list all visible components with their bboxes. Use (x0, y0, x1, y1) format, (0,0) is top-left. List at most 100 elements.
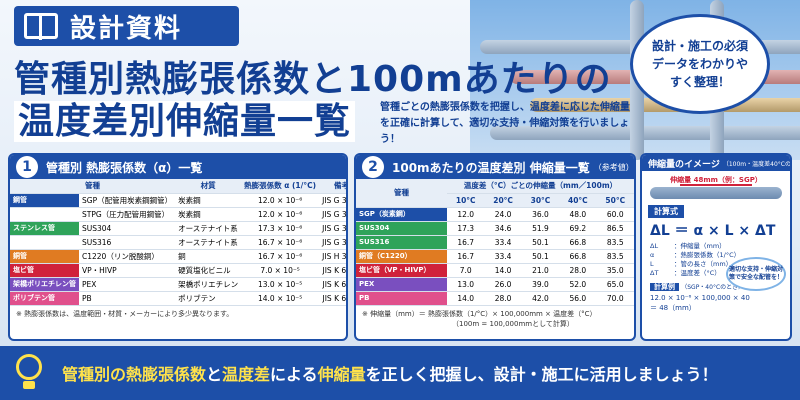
standard-note: JIS K 6741 (319, 263, 346, 278)
pipe-category: ステンレス管 (10, 221, 79, 236)
legend-value: ：管の長さ（mm） (674, 260, 733, 268)
lightbulb-icon (14, 354, 44, 392)
expansion-table-note: ※ 伸縮量（mm）＝ 熱膨張係数（1/°C）× 100,000mm × 温度差（… (356, 306, 634, 332)
footer-message: 管種別の熱膨張係数と温度差による伸縮量を正しく把握し、設計・施工に活用しましょう… (62, 361, 718, 385)
expansion-value: 83.5 (596, 235, 634, 250)
alpha-value: 13.0 × 10⁻⁵ (241, 277, 320, 292)
col-temp: 40°C (559, 193, 597, 208)
legend-item: ΔT ：温度差（°C） (650, 269, 790, 278)
alpha-value: 12.0 × 10⁻⁶ (241, 207, 320, 222)
legend-key: L (650, 260, 654, 268)
pipe-material: 銅 (175, 249, 242, 264)
expansion-value: 60.0 (596, 207, 634, 222)
feature-badge: 設計・施工の必須データをわかりやすく整理！ (630, 14, 770, 114)
alpha-value: 16.7 × 10⁻⁶ (241, 235, 320, 250)
expansion-table-head-row-2: 10°C 20°C 30°C 40°C 50°C (356, 193, 634, 208)
pipe-name: PEX (356, 277, 448, 292)
formula-tag: 計算式 (648, 205, 684, 218)
section-tag-label: 設計資料 (70, 13, 183, 44)
legend-value: ：伸縮量（mm） (674, 242, 726, 250)
expansion-value: 12.0 (447, 207, 485, 222)
expansion-value: 69.2 (559, 221, 597, 236)
standard-note: JIS G 3454 (319, 207, 346, 222)
alpha-table-head-row: 管種 材質 熱膨張係数 α (1/°C) 備考 (10, 179, 346, 194)
col-pipe-type: 管種 (356, 179, 448, 208)
expansion-table-subtitle: （参考値） (593, 162, 634, 172)
pipe-name: SGP（配管用炭素鋼鋼管） (79, 193, 176, 208)
pipe-name: SGP（炭素鋼） (356, 207, 448, 222)
expansion-value: 50.1 (521, 249, 560, 264)
expansion-value: 39.0 (521, 277, 560, 292)
book-icon (24, 13, 58, 40)
expansion-table-row: PEX 13.0 26.0 39.0 52.0 65.0 (356, 277, 634, 292)
section-number: 2 (362, 156, 384, 178)
expansion-table-row: SUS304 17.3 34.6 51.9 69.2 86.5 (356, 221, 634, 236)
pipe-category (10, 235, 79, 250)
calc-example: 計算例 （SGP・40°Cのとき） 12.0 × 10⁻⁶ × 100,000 … (642, 282, 790, 313)
legend-item: ΔL ：伸縮量（mm） (650, 242, 790, 251)
footer-part5: 伸縮量 (317, 365, 366, 384)
expansion-table-title: 100mあたりの温度差別 伸縮量一覧 (392, 160, 590, 175)
pipe-name: PEX (79, 277, 176, 292)
pipe-material: オーステナイト系 (175, 221, 242, 236)
help-bubble-text: 適切な支持・伸縮対策で安全な配管を！ (728, 266, 783, 281)
expansion-value: 14.0 (447, 291, 485, 306)
expansion-value: 48.0 (559, 207, 597, 222)
pipe-name: 銅管（C1220） (356, 249, 448, 264)
col-temp: 20°C (484, 193, 522, 208)
expansion-value: 50.1 (521, 235, 560, 250)
calc-example-tag: 計算例 (650, 283, 679, 291)
pipe-name: SUS304 (79, 221, 176, 236)
expansion-value: 42.0 (521, 291, 560, 306)
calc-example-sub: （SGP・40°Cのとき） (681, 284, 745, 291)
calc-example-line2: ＝ 48（mm） (650, 304, 696, 312)
footer-part6: を正しく把握し、設計・施工に活用しましょう！ (365, 365, 718, 384)
expansion-value: 26.0 (484, 277, 522, 292)
expansion-value: 16.7 (447, 235, 485, 250)
page-title-line1: 管種別熱膨張係数と100mあたりの (14, 59, 612, 100)
pipe-category: 塩ビ管 (10, 263, 79, 278)
alpha-value: 17.3 × 10⁻⁶ (241, 221, 320, 236)
col-temp: 50°C (596, 193, 634, 208)
expansion-table-head-row-1: 管種 温度差（°C）ごとの伸縮量（mm／100m） (356, 179, 634, 208)
expansion-table-row: SGP（炭素鋼） 12.0 24.0 36.0 48.0 60.0 (356, 207, 634, 222)
footer-part1: 管種別の熱膨張係数 (62, 365, 207, 384)
pipe-material: 硬質塩化ビニル (175, 263, 242, 278)
expansion-value: 83.5 (596, 249, 634, 264)
footer-part4: による (270, 365, 318, 384)
pipe-name: VP・HIVP (79, 263, 176, 278)
col-material: 材質 (175, 179, 242, 194)
expansion-table-header: 2 100mあたりの温度差別 伸縮量一覧 （参考値） (356, 155, 634, 179)
pipe-name: SUS316 (79, 235, 176, 250)
formula-panel: 伸縮量のイメージ （100m・温度差40°Cの場合） 伸縮量 48mm（例：SG… (640, 153, 792, 341)
pipe-material: 架橋ポリエチレン (175, 277, 242, 292)
calc-example-line1: 12.0 × 10⁻⁶ × 100,000 × 40 (650, 294, 750, 302)
page-title-line2-text: 温度差別伸縮量一覧 (14, 101, 356, 142)
alpha-value: 7.0 × 10⁻⁵ (241, 263, 320, 278)
alpha-table-panel: 1 管種別 熱膨張係数（α）一覧 管種 材質 熱膨張係数 α (1/°C) 備考… (8, 153, 348, 341)
standard-note: JIS G 3459 (319, 221, 346, 236)
section-tag: 設計資料 (14, 6, 239, 46)
pipe-category: ポリブテン管 (10, 291, 79, 306)
standard-note: JIS G 3452 (319, 193, 346, 208)
standard-note: JIS G 3459 (319, 235, 346, 250)
alpha-table: 管種 材質 熱膨張係数 α (1/°C) 備考 鋼管 SGP（配管用炭素鋼鋼管）炭… (10, 179, 346, 306)
formula-text: ΔL ＝ α × L × ΔT (650, 223, 776, 239)
pipe-material: ポリブテン (175, 291, 242, 306)
alpha-value: 14.0 × 10⁻⁵ (241, 291, 320, 306)
standard-note: JIS K 6762 (319, 277, 346, 292)
alpha-table-note: ※ 熱膨張係数は、温度範囲・材質・メーカーにより多少異なります。 (16, 309, 234, 318)
expansion-value: 65.0 (596, 277, 634, 292)
footer-part2: と (206, 365, 223, 384)
col-note: 備考 (319, 179, 346, 194)
expansion-table-panel: 2 100mあたりの温度差別 伸縮量一覧 （参考値） 管種 温度差（°C）ごとの… (354, 153, 636, 341)
section-number: 1 (16, 156, 38, 178)
pipe-name: SUS304 (356, 221, 448, 236)
expansion-value: 56.0 (559, 291, 597, 306)
footer-banner: 管種別の熱膨張係数と温度差による伸縮量を正しく把握し、設計・施工に活用しましょう… (0, 346, 800, 400)
alpha-table-title: 管種別 熱膨張係数（α）一覧 (46, 160, 203, 175)
